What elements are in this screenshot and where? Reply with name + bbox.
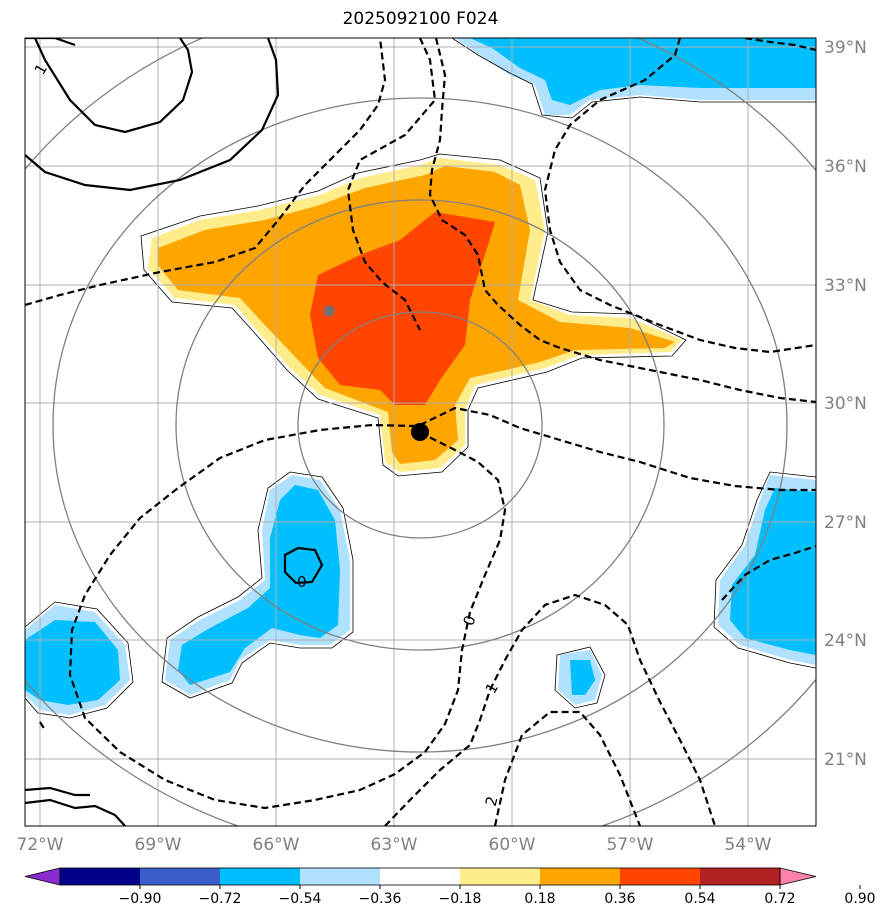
colorbar-frame <box>59 867 781 886</box>
lon-label-66w: 66°W <box>253 835 300 855</box>
storm-center-marker <box>411 423 429 441</box>
positive-anomaly-field <box>140 153 687 477</box>
secondary-position-marker <box>323 305 335 317</box>
lon-label-54w: 54°W <box>725 835 772 855</box>
colorbar-bin <box>220 868 301 885</box>
shading-blue-center <box>178 485 340 685</box>
lat-label-39n: 39°N <box>824 38 867 58</box>
colorbar-bin <box>60 868 141 885</box>
colorbar-extend-high <box>779 867 817 886</box>
contour-label-2: 2 <box>482 794 502 808</box>
dashed-contours <box>25 38 816 826</box>
lat-label-30n: 30°N <box>824 394 867 414</box>
range-ring-2 <box>175 199 665 651</box>
lat-label-24n: 24°N <box>824 631 867 651</box>
lon-label-60w: 60°W <box>489 835 536 855</box>
colorbar: −0.90 −0.72 −0.54 −0.36 −0.18 0.18 0.36 0.54 0.7… <box>24 867 876 907</box>
colorbar-tick-label: −0.72 <box>199 891 242 907</box>
colorbar-tick-label: −0.54 <box>279 891 322 907</box>
shading-blue-north <box>470 38 816 105</box>
colorbar-bin <box>620 868 701 885</box>
longitude-labels: 72°W 69°W 66°W 63°W 60°W 57°W 54°W <box>17 835 772 855</box>
colorbar-tick-label: −0.36 <box>359 891 402 907</box>
colorbar-tick-label: 0.18 <box>524 891 555 907</box>
negative-shading-outlines <box>25 38 816 719</box>
shading-blue-west <box>25 620 120 705</box>
colorbar-bin <box>380 868 461 885</box>
shading-outline <box>140 153 687 477</box>
shading-red-orange <box>310 212 495 405</box>
lat-label-27n: 27°N <box>824 513 867 533</box>
map-frame <box>24 37 817 827</box>
colorbar-bin <box>140 868 221 885</box>
lon-label-69w: 69°W <box>135 835 182 855</box>
contour-label-0-center: 0 <box>297 573 307 591</box>
latitude-labels: 39°N 36°N 33°N 30°N 27°N 24°N 21°N <box>824 38 867 770</box>
colorbar-tick-label: 0.72 <box>764 891 795 907</box>
colorbar-tick-label: 0.36 <box>604 891 635 907</box>
colorbar-tick-label: −0.18 <box>439 891 482 907</box>
colorbar-bin <box>540 868 621 885</box>
range-ring-3 <box>52 97 788 753</box>
graticule <box>25 38 816 826</box>
colorbar-tick-label: 0.54 <box>684 891 715 907</box>
colorbar-bin <box>460 868 541 885</box>
shading-blue-east <box>730 488 816 655</box>
solid-contours <box>25 38 324 826</box>
colorbar-tick-label: −0.90 <box>119 891 162 907</box>
shading-blue-small <box>570 660 595 695</box>
range-ring-1 <box>297 311 543 539</box>
lat-label-21n: 21°N <box>824 750 867 770</box>
lat-label-33n: 33°N <box>824 276 867 296</box>
lon-label-63w: 63°W <box>371 835 418 855</box>
chart-title: 2025092100 F024 <box>342 9 499 29</box>
lat-label-36n: 36°N <box>824 157 867 177</box>
colorbar-extend-low <box>24 867 61 886</box>
lon-label-72w: 72°W <box>17 835 64 855</box>
colorbar-bin <box>700 868 781 885</box>
lon-label-57w: 57°W <box>607 835 654 855</box>
colorbar-bin <box>300 868 381 885</box>
colorbar-tick-label: 0.90 <box>844 891 875 907</box>
